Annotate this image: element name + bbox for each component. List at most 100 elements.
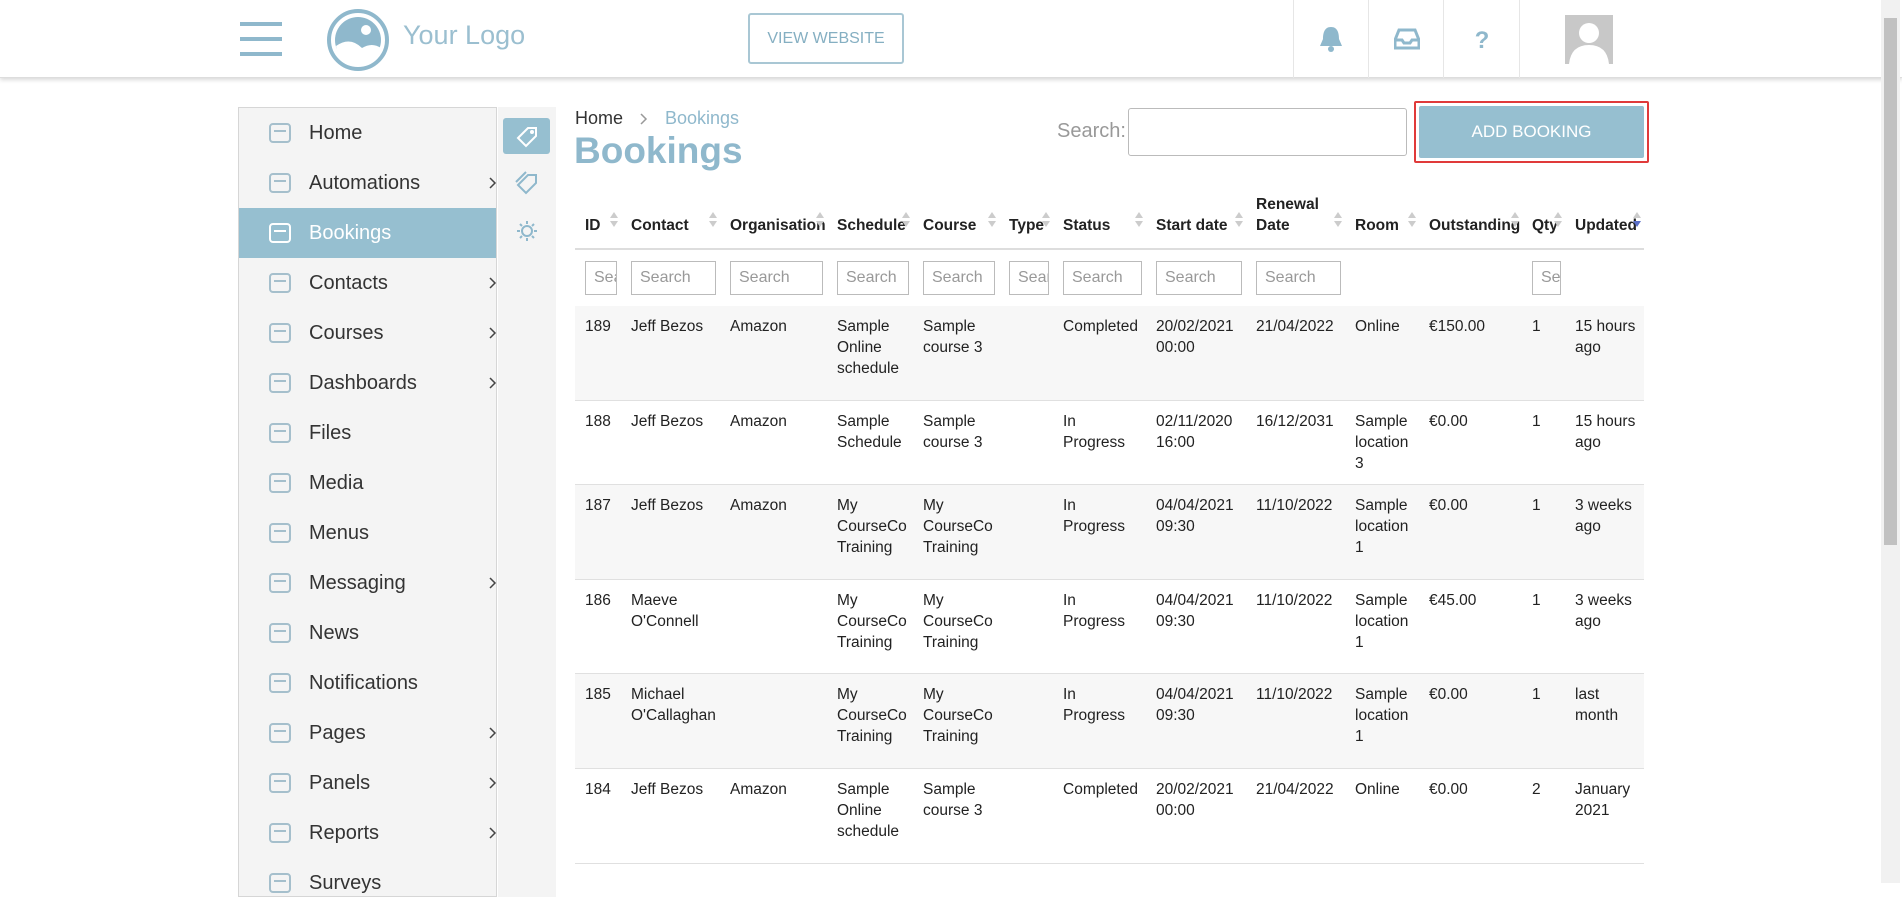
column-header[interactable]: ID (575, 194, 621, 250)
icon-shape (269, 823, 291, 843)
view-website-button[interactable]: VIEW WEBSITE (748, 13, 904, 64)
add-booking-button[interactable]: ADD BOOKING (1419, 106, 1644, 158)
table-cell: Jeff Bezos (631, 412, 704, 430)
table-cell: €0.00 (1429, 685, 1468, 703)
sidebar-label: Menus (309, 521, 370, 544)
filter-input[interactable]: Search (1532, 261, 1561, 295)
filter-input[interactable]: Search (1009, 261, 1049, 295)
inbox-icon[interactable] (1394, 28, 1420, 50)
filter-input[interactable]: Search (837, 261, 909, 295)
filter-input[interactable]: Search (923, 261, 995, 295)
filter-input[interactable]: Search (1256, 261, 1341, 295)
sidebar-item[interactable]: Surveys (239, 858, 496, 908)
column-header[interactable]: Outstanding (1419, 194, 1522, 250)
table-cell: Sample location 1 (1355, 496, 1409, 556)
sidebar-item[interactable]: Home (239, 108, 496, 158)
table-cell: Sample course 3 (923, 412, 983, 451)
table-cell: 15 hours ago (1575, 412, 1636, 451)
filter-cell: Search (827, 249, 913, 306)
filter-input[interactable]: Search (730, 261, 823, 295)
table-cell: 04/04/2021 09:30 (1156, 591, 1234, 630)
table-cell: Sample course 3 (923, 780, 983, 819)
sidebar-label: Contacts (309, 271, 388, 294)
filter-input[interactable]: Search (1063, 261, 1142, 295)
breadcrumb-home[interactable]: Home (575, 108, 624, 128)
table-cell: 11/10/2022 (1256, 685, 1333, 703)
sidebar-item[interactable]: Messaging (239, 558, 497, 608)
sort-arrows (709, 212, 717, 236)
sidebar-item[interactable]: Media (239, 458, 496, 508)
chevron (489, 577, 497, 589)
sidebar-item[interactable]: Bookings (239, 208, 496, 258)
tags-icon[interactable] (514, 171, 540, 195)
column-header[interactable]: Course (913, 194, 999, 250)
avatar[interactable] (1565, 15, 1613, 64)
sidebar-item[interactable]: Notifications (239, 658, 496, 708)
sidebar-item[interactable]: Automations (239, 158, 497, 208)
sidebar-item[interactable]: Courses (239, 308, 497, 358)
table-cell (720, 579, 827, 673)
column-header[interactable]: Qty (1522, 194, 1565, 250)
chevron-line (489, 377, 497, 389)
table-cell: 02/11/2020 16:00 (1156, 412, 1233, 451)
table-cell: In Progress (1063, 591, 1126, 630)
logo-icon[interactable] (326, 8, 390, 72)
tab-active[interactable] (503, 118, 550, 154)
table-cell: Amazon (730, 496, 787, 514)
search-input[interactable] (1128, 108, 1407, 156)
table-cell: 21/04/2022 (1256, 780, 1334, 798)
table-cell: €0.00 (1429, 412, 1468, 430)
table-cell: Sample location 3 (1355, 412, 1409, 472)
column-header[interactable]: Type (999, 194, 1053, 250)
filter-input[interactable]: Search (585, 261, 617, 295)
sidebar-item[interactable]: Files (239, 408, 496, 458)
column-header[interactable]: Updated (1565, 194, 1644, 250)
column-header[interactable]: Status (1053, 194, 1146, 250)
sidebar-item[interactable]: Reports (239, 808, 497, 858)
chevron (489, 727, 497, 739)
logo-text[interactable]: Your Logo (403, 20, 526, 50)
column-label: Renewal Date (1256, 196, 1319, 234)
settings-icon[interactable] (514, 219, 540, 241)
column-header[interactable]: Renewal Date (1246, 194, 1345, 250)
sidebar-item[interactable]: Menus (239, 508, 496, 558)
table-cell: 15 hours ago (1575, 318, 1636, 356)
sidebar-item[interactable]: Contacts (239, 258, 497, 308)
column-header[interactable]: Start date (1146, 194, 1246, 250)
divider (1293, 0, 1294, 78)
sidebar-item[interactable]: Pages (239, 708, 497, 758)
sidebar-icon (269, 673, 291, 693)
table-cell: 04/04/2021 09:30 (1156, 496, 1234, 535)
column-header[interactable]: Room (1345, 194, 1419, 250)
sidebar-icon (269, 273, 291, 293)
filter-cell: Search (621, 249, 720, 306)
icon-shape (269, 473, 291, 493)
table-cell: 185 (585, 685, 611, 703)
sidebar-icon (269, 873, 291, 893)
table-cell: Amazon (730, 780, 787, 798)
icon-shape (269, 273, 291, 293)
filter-input[interactable]: Search (1156, 261, 1242, 295)
filter-cell: Search (575, 249, 621, 306)
sidebar-item[interactable]: News (239, 608, 496, 658)
icon-shape (269, 623, 291, 643)
sort-arrows (610, 212, 618, 236)
column-header[interactable]: Organisation (720, 194, 827, 250)
menu-icon[interactable] (240, 22, 282, 56)
table-cell: My CourseCo Training (837, 496, 907, 556)
table-cell: My CourseCo Training (923, 496, 993, 556)
notifications-icon[interactable] (1318, 25, 1344, 53)
table-cell: Maeve O'Connell (631, 591, 699, 630)
filter-input[interactable]: Search (631, 261, 716, 295)
scrollbar-thumb[interactable] (1884, 18, 1897, 545)
sidebar-label: Media (309, 471, 364, 494)
column-header[interactable]: Contact (621, 194, 720, 250)
sidebar-item[interactable]: Panels (239, 758, 497, 808)
sidebar-item[interactable]: Dashboards (239, 358, 497, 408)
table-cell: Amazon (730, 412, 787, 430)
column-header[interactable]: Schedule (827, 194, 913, 250)
table-cell: In Progress (1063, 685, 1126, 724)
help-icon[interactable]: ? (1472, 26, 1492, 54)
sub-sidebar (498, 107, 556, 897)
sidebar-label: Messaging (309, 571, 406, 594)
